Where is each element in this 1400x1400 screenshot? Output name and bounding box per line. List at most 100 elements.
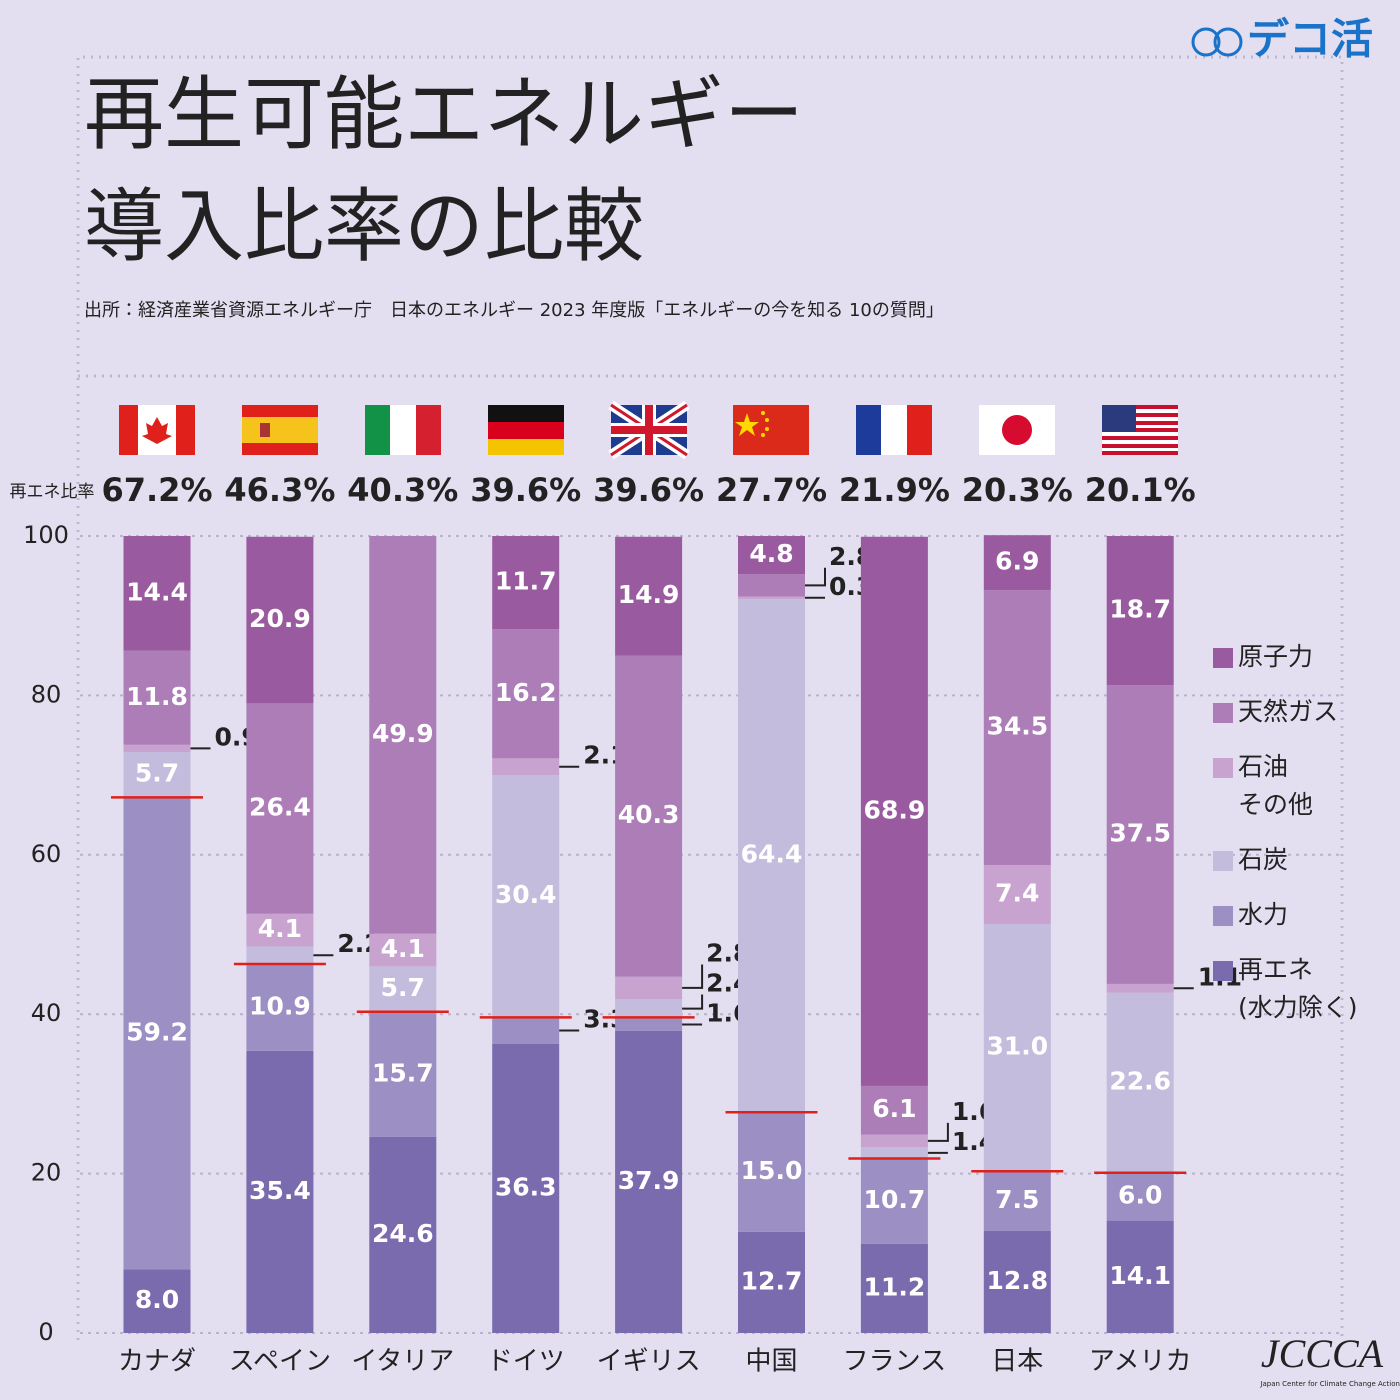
data-label: 10.7 — [864, 1185, 926, 1214]
data-label: 11.2 — [864, 1272, 926, 1301]
bar-segment — [1106, 536, 1174, 686]
bar-segment — [123, 751, 191, 798]
bar-segment — [492, 1017, 560, 1044]
bar-segment — [860, 1158, 928, 1244]
x-tick-label: イタリア — [351, 1347, 454, 1377]
bar-segment — [369, 1011, 437, 1137]
share-value: 20.1% — [1085, 471, 1196, 509]
x-tick-label: 日本 — [991, 1347, 1043, 1377]
bar-segment — [1106, 685, 1174, 984]
data-label: 30.4 — [495, 880, 557, 909]
share-value: 39.6% — [593, 471, 704, 509]
bar-segment — [1106, 992, 1174, 1173]
data-label: 34.5 — [986, 712, 1048, 741]
frame — [76, 55, 1344, 1340]
bar-segment — [1106, 1220, 1174, 1333]
bar-segment — [246, 963, 314, 1051]
bar-segment — [738, 1231, 805, 1333]
legend-label: 再エネ (水力除く) — [1238, 955, 1358, 1022]
data-label: 20.9 — [249, 604, 311, 633]
data-label: 6.1 — [872, 1094, 916, 1123]
data-label: 11.7 — [495, 567, 557, 596]
bar-segment — [123, 1269, 191, 1333]
bar-segment — [123, 650, 191, 745]
bar-segment — [246, 536, 314, 704]
data-label: 14.4 — [126, 577, 188, 606]
bar-segment — [492, 775, 560, 1018]
data-label: 6.0 — [1118, 1181, 1162, 1210]
legend-label: 水力 — [1238, 900, 1288, 929]
bar-segment — [983, 535, 1051, 591]
data-label: 24.6 — [372, 1219, 434, 1248]
logo: デコ活 — [1247, 15, 1373, 64]
data-label: 14.1 — [1109, 1261, 1171, 1290]
legend-swatch — [1213, 648, 1233, 668]
y-tick-label: 60 — [31, 840, 62, 868]
y-tick-label: 80 — [31, 680, 62, 708]
bar-segment — [860, 1147, 928, 1159]
bar-segment — [860, 1243, 928, 1333]
data-label: 68.9 — [864, 795, 926, 824]
data-label: 5.7 — [381, 973, 425, 1002]
leader-line — [682, 994, 704, 1010]
legend-line: その他 — [1238, 790, 1313, 819]
data-label: 14.9 — [618, 580, 680, 609]
share-value: 20.3% — [962, 471, 1073, 509]
bar-segment — [983, 590, 1051, 866]
bar-segment — [492, 629, 560, 759]
data-label: 35.4 — [249, 1176, 311, 1205]
data-label: 12.7 — [741, 1266, 803, 1295]
legend-line: 天然ガス — [1238, 697, 1338, 726]
data-label: 64.4 — [741, 840, 803, 869]
x-tick-label: カナダ — [118, 1347, 196, 1377]
legend-swatch — [1213, 906, 1233, 926]
org-logo: JCCCA — [1261, 1331, 1384, 1376]
data-label: 4.1 — [258, 914, 302, 943]
bar-segment — [738, 536, 805, 575]
bar-segment — [983, 1230, 1051, 1333]
data-label: 16.2 — [495, 678, 557, 707]
org-name: Japan Center for Climate Change Actions — [1259, 1380, 1400, 1388]
bar-segment — [246, 1050, 314, 1333]
x-tick-label: ドイツ — [487, 1347, 565, 1377]
bar-segment — [615, 999, 683, 1019]
data-label: 59.2 — [126, 1017, 188, 1046]
data-label: 7.4 — [995, 879, 1039, 908]
bar-segment — [1106, 1172, 1174, 1221]
data-label: 6.9 — [995, 547, 1039, 576]
bar-segment — [860, 1085, 928, 1135]
data-label: 31.0 — [986, 1032, 1048, 1061]
y-tick-label: 0 — [38, 1318, 53, 1346]
source: 出所：経済産業省資源エネルギー庁 日本のエネルギー 2023 年度版「エネルギー… — [84, 300, 944, 321]
share-value: 21.9% — [839, 471, 950, 509]
x-tick-label: 中国 — [745, 1347, 797, 1377]
bar-segment — [123, 536, 191, 651]
share-label: 再エネ比率 — [10, 482, 95, 502]
legend-line: 石炭 — [1238, 845, 1288, 874]
flags — [119, 400, 1178, 460]
data-label: 40.3 — [618, 800, 680, 829]
share-value: 27.7% — [716, 471, 827, 509]
bar-segment — [369, 536, 437, 934]
share-value: 46.3% — [224, 471, 335, 509]
legend-label: 原子力 — [1238, 642, 1313, 671]
share-value: 39.6% — [470, 471, 581, 509]
bar-segment — [492, 536, 560, 630]
data-label: 4.8 — [749, 539, 793, 568]
data-label: 37.9 — [618, 1166, 680, 1195]
bar-segment — [738, 1112, 805, 1232]
bar-segment — [615, 655, 683, 977]
bar-segment — [615, 536, 683, 656]
x-tick-label: イギリス — [597, 1347, 701, 1377]
legend-label: 天然ガス — [1238, 697, 1338, 726]
data-label: 37.5 — [1109, 818, 1171, 847]
legend-line: 水力 — [1238, 900, 1288, 929]
bar-segment — [123, 744, 191, 752]
legend-label: 石炭 — [1238, 845, 1288, 874]
share-value: 67.2% — [101, 471, 212, 509]
legend-line: 再エネ — [1238, 955, 1313, 984]
bar-segment — [369, 966, 437, 1012]
bar-segment — [738, 574, 805, 597]
leader-line — [927, 1122, 949, 1142]
